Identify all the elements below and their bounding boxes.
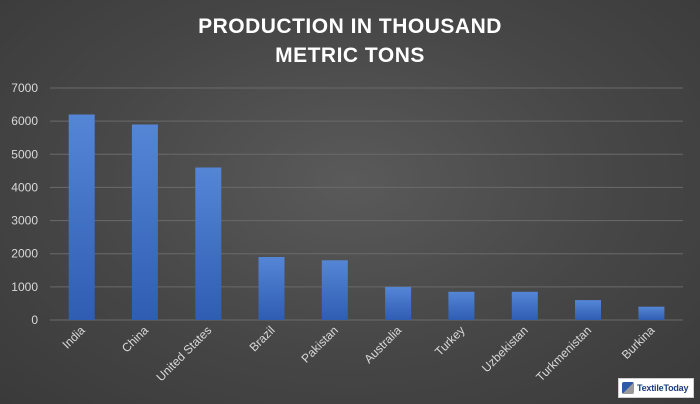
y-tick-label: 6000 xyxy=(11,114,38,128)
bar xyxy=(385,286,412,320)
bar xyxy=(448,291,475,320)
bar xyxy=(511,291,538,320)
x-tick-label: Brazil xyxy=(247,323,278,354)
x-tick-label: Pakistan xyxy=(299,323,341,365)
y-tick-label: 7000 xyxy=(11,81,38,95)
bars xyxy=(68,114,665,320)
y-tick-label: 5000 xyxy=(11,147,38,161)
x-tick-label: Burkina xyxy=(619,323,658,362)
bar xyxy=(321,260,348,320)
x-tick-label: Uzbekistan xyxy=(479,323,531,375)
x-tick-label: Turkey xyxy=(432,323,468,359)
y-tick-label: 1000 xyxy=(11,280,38,294)
x-tick-label: Australia xyxy=(361,323,404,366)
logo-text: TextileToday xyxy=(637,383,689,393)
x-tick-label: India xyxy=(59,323,88,352)
chart-title-line-2: METRIC TONS xyxy=(275,44,425,67)
x-tick-label: United States xyxy=(154,323,215,384)
chart-title-line-1: PRODUCTION IN THOUSAND xyxy=(198,15,502,38)
x-tick-label: Turkmenistan xyxy=(533,323,594,384)
x-tick-label: China xyxy=(119,323,151,355)
x-axis-ticks: India China United States Brazil Pakistan Aus… xyxy=(59,323,657,384)
bar xyxy=(575,300,601,320)
bar xyxy=(195,167,222,320)
bar xyxy=(68,114,95,320)
textile-today-logo: TextileToday xyxy=(618,378,694,398)
y-tick-label: 3000 xyxy=(11,214,38,228)
y-tick-label: 2000 xyxy=(11,247,38,261)
bar xyxy=(638,306,665,320)
chart-title: PRODUCTION IN THOUSAND METRIC TONS xyxy=(0,12,700,70)
y-axis-ticks: 0 1000 2000 3000 4000 5000 6000 7000 xyxy=(11,81,38,327)
bar xyxy=(131,124,158,320)
y-tick-label: 0 xyxy=(31,313,38,327)
logo-icon xyxy=(622,382,634,394)
bar xyxy=(258,257,285,320)
y-tick-label: 4000 xyxy=(11,180,38,194)
